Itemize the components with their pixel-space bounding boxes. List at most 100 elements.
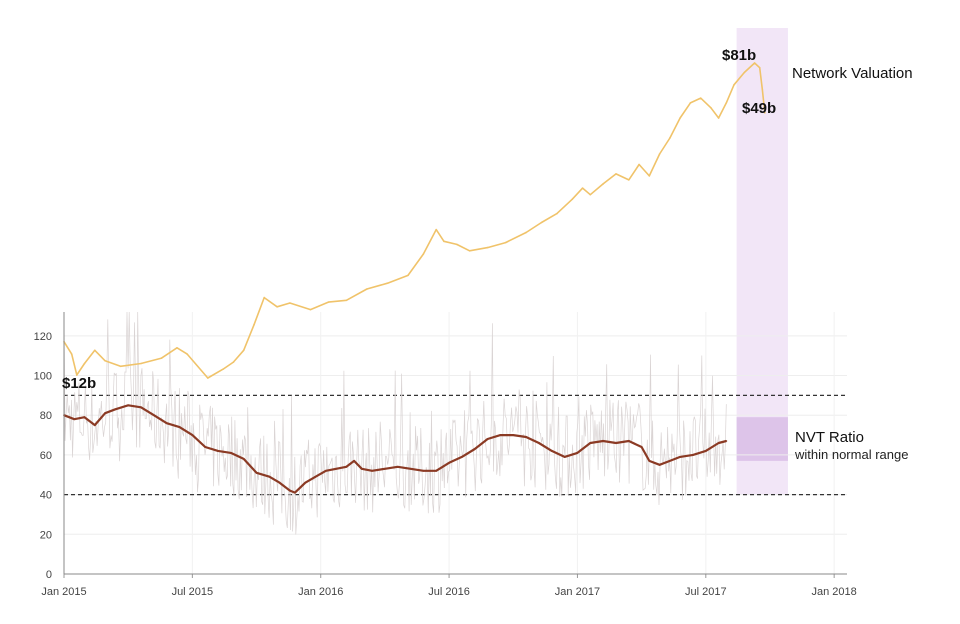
x-tick-label: Jan 2017 — [555, 586, 600, 598]
nvt-ratio-point — [461, 455, 463, 458]
network-valuation-point — [232, 361, 235, 363]
network-valuation-point — [615, 173, 617, 175]
network-valuation-point — [669, 137, 671, 139]
nvt-ratio-point — [448, 461, 450, 464]
nvt-ratio-point — [371, 469, 373, 472]
network-valuation-line — [63, 62, 766, 379]
network-valuation-point — [386, 282, 389, 285]
network-valuation-point — [556, 212, 558, 215]
x-tick-label: Jan 2018 — [812, 586, 857, 598]
network-valuation-point — [327, 301, 330, 303]
nvt-ratio-point — [473, 448, 476, 450]
axes-layer: 0 20 40 60 80 100 120 Jan 2015 Jul 2015 Jan 2016 J… — [34, 312, 857, 598]
network-valuation-point — [638, 163, 640, 166]
network-valuation-point — [761, 88, 764, 90]
network-valuation-point — [206, 377, 209, 379]
nvt-ratio-point — [289, 489, 291, 492]
nvt-ratio-point — [525, 436, 527, 438]
nvt-ratio-point — [704, 450, 707, 452]
nvt-ratio-point — [640, 446, 643, 448]
nvt-ratio-point — [692, 454, 694, 456]
network-valuation-point — [83, 362, 86, 365]
x-tick-label: Jul 2017 — [685, 586, 727, 598]
network-valuation-point — [725, 102, 728, 104]
network-valuation-point — [602, 183, 604, 185]
y-tick-label: 120 — [34, 331, 52, 343]
network-valuation-point — [94, 349, 96, 352]
network-valuation-point — [743, 71, 746, 74]
series-layer — [63, 62, 766, 535]
network-valuation-point — [309, 308, 312, 311]
nvt-ratio-point — [589, 442, 592, 444]
network-valuation-point — [70, 353, 73, 355]
nvt-ratio-point — [73, 418, 76, 421]
nvt-ratio-point — [278, 481, 281, 484]
x-tick-label: Jan 2016 — [298, 586, 343, 598]
nvt-ratio-point — [679, 455, 682, 458]
network-valuation-point — [160, 357, 163, 359]
nvt-ratio-point — [648, 459, 651, 462]
network-valuation-point — [443, 240, 445, 243]
network-valuation-point — [422, 253, 425, 255]
nvt-ratio-point — [268, 475, 271, 478]
nvt-ratio-point — [324, 469, 327, 472]
network-valuation-point — [710, 106, 712, 109]
nvt-ratio-point — [602, 440, 605, 442]
x-tick-label: Jan 2015 — [41, 586, 86, 598]
y-tick-label: 60 — [40, 450, 52, 462]
network-valuation-point — [504, 241, 507, 244]
network-valuation-point — [717, 117, 720, 119]
nvt-ratio-point — [93, 424, 96, 427]
network-valuation-point — [253, 324, 255, 326]
network-valuation-point — [345, 299, 348, 302]
network-valuation-point — [76, 374, 78, 376]
y-tick-label: 80 — [40, 410, 52, 422]
nvt-ratio-point — [304, 481, 307, 484]
y-tick-label: 100 — [34, 371, 52, 383]
nvt-ratio-point — [668, 459, 671, 462]
network-valuation-point — [119, 365, 122, 368]
network-valuation-point — [435, 228, 438, 231]
nvt-ratio-point — [229, 452, 232, 454]
nvt-ratio-point — [615, 442, 617, 444]
nvt-highlight-box — [736, 417, 788, 461]
network-valuation-point — [104, 359, 106, 362]
network-valuation-point — [540, 221, 543, 224]
network-valuation-point — [366, 288, 368, 290]
network-valuation-point — [486, 246, 489, 249]
annotation-valuation-start: $12b — [62, 375, 96, 392]
network-valuation-point — [758, 66, 761, 69]
background-layer — [736, 28, 788, 495]
nvt-ratio-point — [255, 471, 258, 474]
network-valuation-point — [764, 112, 766, 114]
network-valuation-point — [658, 153, 661, 155]
x-tick-label: Jul 2015 — [172, 586, 214, 598]
nvt-ratio-point — [242, 457, 245, 460]
network-valuation-point — [648, 175, 651, 177]
nvt-ratio-point — [396, 465, 399, 468]
network-valuation-point — [753, 62, 756, 64]
network-valuation-point — [581, 187, 584, 189]
nvt-ratio-point — [353, 459, 355, 462]
network-valuation-point — [407, 274, 409, 277]
nvt-ratio-point — [550, 450, 553, 452]
nvt-ratio-point — [191, 434, 194, 436]
nvt-ratio-point — [178, 426, 181, 429]
y-tick-label: 20 — [40, 529, 52, 541]
nvt-ratio-point — [345, 465, 348, 468]
nvt-ratio-point — [217, 450, 219, 452]
network-valuation-point — [589, 193, 592, 196]
y-tick-label: 40 — [40, 490, 52, 502]
network-valuation-point — [186, 353, 189, 355]
nvt-ratio-point — [114, 408, 117, 411]
nvt-ratio-daily-noise — [63, 311, 727, 535]
y-tick-label: 0 — [46, 569, 52, 581]
nvt-ratio-point — [563, 455, 566, 458]
highlight-band — [736, 28, 788, 495]
nvt-ratio-point — [384, 467, 386, 470]
nvt-ratio-point — [512, 434, 515, 436]
network-valuation-point — [455, 243, 458, 246]
network-valuation-point — [242, 349, 245, 352]
nvt-ratio-point — [335, 467, 338, 470]
series-label-network-valuation: Network Valuation — [792, 65, 913, 82]
